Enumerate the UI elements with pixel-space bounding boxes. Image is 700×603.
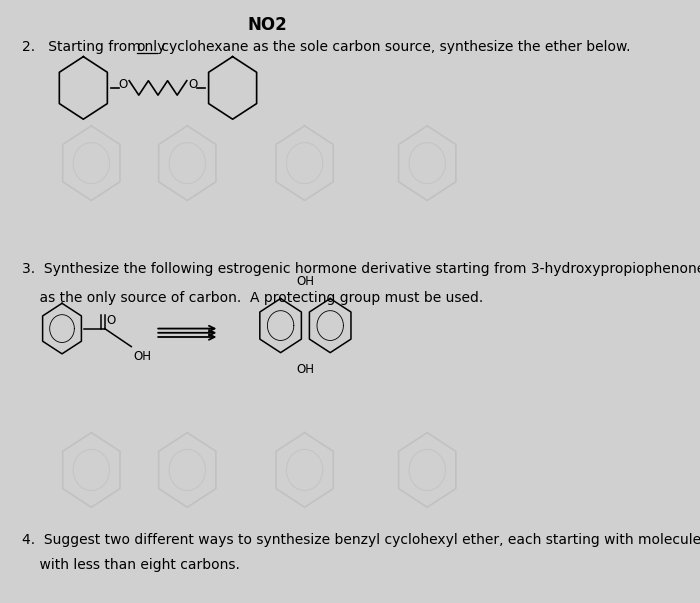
Text: O: O — [107, 314, 116, 327]
Text: 4.  Suggest two different ways to synthesize benzyl cyclohexyl ether, each start: 4. Suggest two different ways to synthes… — [22, 533, 700, 547]
Text: 3.  Synthesize the following estrogenic hormone derivative starting from 3-hydro: 3. Synthesize the following estrogenic h… — [22, 262, 700, 276]
Text: OH: OH — [133, 350, 151, 362]
Text: OH: OH — [297, 274, 315, 288]
Text: O: O — [118, 78, 127, 92]
Text: O: O — [188, 78, 198, 92]
Text: as the only source of carbon.  A protecting group must be used.: as the only source of carbon. A protecti… — [22, 291, 483, 305]
Text: cyclohexane as the sole carbon source, synthesize the ether below.: cyclohexane as the sole carbon source, s… — [157, 40, 631, 54]
Text: 2.   Starting from: 2. Starting from — [22, 40, 145, 54]
Text: OH: OH — [297, 364, 315, 376]
Text: NO2: NO2 — [247, 16, 287, 34]
Text: with less than eight carbons.: with less than eight carbons. — [22, 558, 240, 572]
Text: only: only — [136, 40, 166, 54]
